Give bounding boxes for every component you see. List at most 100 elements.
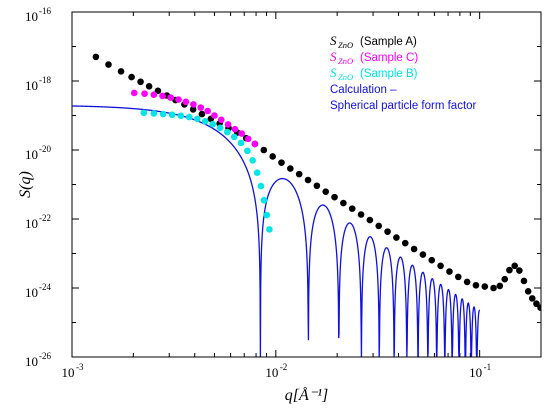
point-sample-c — [190, 101, 197, 108]
point-sample-a — [117, 68, 125, 75]
point-sample-a — [366, 216, 374, 224]
point-sample-b — [201, 117, 209, 125]
point-sample-c — [231, 125, 239, 133]
point-sample-b — [230, 133, 238, 141]
point-sample-c — [130, 89, 138, 97]
x-tick-labels: 10 -3 10 -2 10 -1 — [62, 362, 492, 380]
legend-symbol: S — [330, 33, 337, 48]
point-sample-c — [251, 140, 259, 148]
point-sample-b — [253, 169, 261, 176]
point-sample-a — [454, 273, 462, 281]
y-tick-label: 10 — [25, 354, 38, 369]
point-sample-a — [401, 239, 409, 247]
point-sample-a — [501, 275, 509, 283]
point-sample-c — [141, 90, 148, 97]
point-sample-b — [177, 112, 185, 120]
point-sample-c — [175, 96, 182, 103]
point-sample-c — [238, 130, 245, 137]
model-curve — [72, 105, 481, 357]
point-sample-c — [217, 116, 225, 124]
legend-label: (Sample C) — [360, 52, 418, 64]
point-sample-a — [410, 245, 418, 253]
axis-ticks — [71, 11, 542, 358]
point-sample-a — [393, 234, 400, 241]
point-sample-c — [244, 135, 252, 143]
point-sample-a — [313, 182, 321, 190]
point-sample-b — [209, 120, 216, 128]
point-sample-b — [185, 113, 193, 121]
point-sample-b — [244, 147, 251, 155]
y-tick-exponent: -22 — [39, 213, 51, 223]
point-sample-c — [224, 121, 232, 128]
y-tick-label: 10 — [25, 78, 38, 93]
point-sample-a — [428, 256, 436, 264]
point-sample-a — [506, 266, 513, 274]
point-sample-a — [287, 165, 294, 172]
legend-symbol: S — [330, 65, 337, 80]
y-tick-label: 10 — [25, 147, 38, 162]
point-sample-a — [472, 281, 480, 289]
point-sample-a — [331, 193, 338, 201]
legend-label: (Sample B) — [360, 68, 418, 80]
y-tick-label: 10 — [25, 216, 38, 231]
plot-frame — [71, 11, 542, 358]
point-sample-b — [260, 196, 268, 204]
point-sample-a — [384, 228, 391, 235]
y-tick-exponent: -26 — [39, 351, 51, 361]
x-tick-exponent: -2 — [280, 362, 288, 372]
x-tick-exponent: -3 — [76, 362, 84, 372]
legend-label: Calculation – — [330, 84, 397, 96]
point-sample-b — [168, 111, 176, 119]
y-tick-exponent: -20 — [39, 144, 51, 154]
point-sample-b — [257, 182, 265, 190]
point-sample-b — [249, 157, 256, 164]
point-sample-a — [304, 176, 312, 184]
point-sample-a — [446, 268, 453, 275]
point-sample-b — [159, 110, 167, 118]
y-tick-label: 10 — [25, 285, 38, 300]
point-sample-c — [182, 98, 190, 106]
point-sample-a — [92, 53, 100, 61]
point-sample-b — [194, 115, 201, 123]
point-sample-b — [237, 139, 245, 147]
point-sample-a — [295, 170, 303, 178]
legend-subscript: ZnO — [338, 72, 353, 82]
legend-label: (Sample A) — [360, 36, 417, 48]
point-sample-c — [204, 107, 211, 115]
point-sample-c — [167, 94, 175, 101]
point-sample-c — [197, 104, 205, 111]
y-tick-exponent: -16 — [39, 6, 51, 16]
model-curve-layer — [72, 105, 481, 357]
point-sample-a — [357, 211, 365, 218]
point-sample-a — [524, 288, 532, 295]
x-tick-exponent: -1 — [484, 362, 492, 372]
point-sample-a — [537, 304, 541, 311]
x-tick-label: 10 — [62, 365, 75, 380]
point-sample-a — [419, 251, 427, 258]
x-tick-label: 10 — [469, 365, 482, 380]
point-sample-a — [490, 284, 497, 292]
point-sample-c — [150, 91, 158, 99]
point-sample-a — [105, 61, 112, 68]
point-sample-c — [159, 92, 166, 100]
point-sample-a — [145, 83, 153, 90]
legend-subscript: ZnO — [338, 40, 353, 50]
point-sample-a — [189, 106, 197, 113]
point-sample-a — [516, 267, 523, 274]
point-sample-a — [520, 277, 528, 285]
point-sample-a — [278, 159, 285, 166]
legend-symbol: S — [330, 49, 337, 64]
point-sample-c — [211, 112, 218, 119]
legend-subscript: ZnO — [338, 56, 353, 66]
point-sample-a — [463, 278, 471, 286]
point-sample-a — [269, 153, 276, 160]
y-tick-exponent: -18 — [39, 75, 51, 85]
point-sample-a — [533, 300, 540, 308]
x-axis-label: q[Å⁻¹] — [285, 386, 328, 404]
point-sample-a — [528, 295, 536, 302]
point-sample-a — [375, 222, 383, 230]
point-sample-a — [128, 73, 135, 81]
point-sample-a — [348, 205, 356, 212]
point-sample-a — [260, 146, 268, 154]
